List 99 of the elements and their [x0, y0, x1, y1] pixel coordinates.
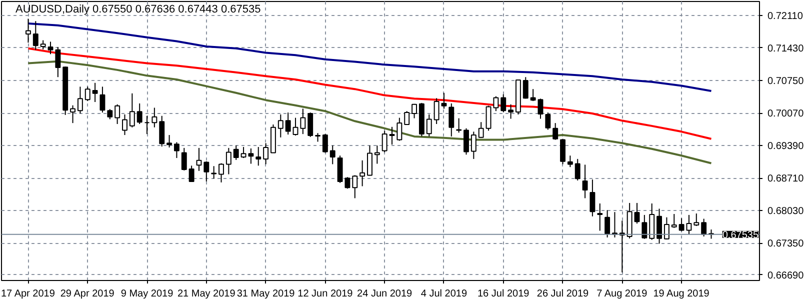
- y-tick-label: 0.71430: [768, 43, 804, 54]
- candlestick: [538, 98, 544, 120]
- y-tick-label: 0.70070: [768, 108, 804, 120]
- candlestick: [500, 94, 506, 113]
- candlestick: [308, 112, 314, 138]
- candlestick: [77, 86, 83, 114]
- candlestick: [218, 162, 224, 183]
- candlestick: [84, 86, 90, 102]
- candlestick: [493, 96, 499, 112]
- candlestick: [152, 107, 158, 128]
- x-tick-label: 4 Jul 2019: [420, 288, 468, 300]
- candlestick: [701, 218, 707, 237]
- candlestick: [204, 160, 210, 182]
- candlestick: [574, 158, 580, 181]
- candlestick: [634, 202, 640, 224]
- candlestick: [470, 131, 476, 160]
- candlestick: [656, 208, 662, 244]
- candlestick: [389, 126, 395, 146]
- candlestick: [263, 142, 269, 165]
- candlestick: [107, 108, 113, 120]
- candlestick: [604, 210, 610, 238]
- candlestick: [55, 46, 61, 78]
- candlestick: [664, 216, 670, 240]
- x-tick-label: 19 Aug 2019: [653, 288, 710, 300]
- x-tick-label: 21 May 2019: [177, 288, 236, 300]
- candlestick: [166, 134, 172, 148]
- candlestick: [100, 86, 106, 114]
- candlestick: [560, 138, 566, 165]
- candlestick: [32, 20, 38, 50]
- candlestick: [508, 104, 514, 120]
- candlestick: [122, 114, 128, 136]
- candlestick: [374, 145, 380, 164]
- y-tick-label: 0.68030: [768, 206, 804, 218]
- candlestick: [552, 122, 558, 140]
- x-tick-label: 7 Aug 2019: [596, 288, 648, 300]
- candlestick: [285, 112, 291, 136]
- y-tick-label: 0.72110: [768, 10, 804, 22]
- candlestick: [114, 104, 120, 125]
- candlestick: [181, 147, 187, 171]
- candlestick: [136, 102, 142, 125]
- candlestick: [233, 145, 239, 160]
- candlestick: [367, 145, 372, 176]
- candlestick: [322, 134, 328, 154]
- x-tick-label: 31 May 2019: [236, 288, 296, 300]
- candlestick: [590, 179, 596, 217]
- candlestick: [300, 108, 306, 135]
- candlestick: [211, 166, 217, 180]
- line-series: [27, 22, 712, 92]
- candlestick: [188, 165, 194, 182]
- candlestick: [330, 145, 336, 165]
- candlestick: [694, 213, 700, 226]
- y-tick-label: 0.69390: [768, 141, 804, 152]
- candlestick: [256, 146, 262, 166]
- y-tick-label: 0.67350: [768, 238, 804, 250]
- candlestick: [671, 213, 677, 228]
- candlestick: [642, 214, 648, 240]
- y-tick-label: 0.68710: [768, 174, 804, 185]
- x-tick-label: 9 May 2019: [120, 288, 174, 300]
- candlestick: [486, 105, 492, 132]
- candlestick: [404, 110, 410, 126]
- x-tick-label: 12 Jun 2019: [298, 288, 354, 300]
- candlestick: [159, 115, 165, 148]
- candlestick: [292, 117, 298, 136]
- line-series: [27, 47, 712, 140]
- candlestick: [464, 128, 469, 156]
- candlestick: [382, 130, 388, 153]
- candlestick: [412, 103, 418, 119]
- y-tick-label: 0.70750: [768, 76, 804, 87]
- ref-line-label: 0.67535: [722, 230, 759, 241]
- chart-title: AUDUSD,Daily 0.67550 0.67636 0.67443 0.67535: [16, 4, 261, 16]
- candlestick: [92, 82, 98, 102]
- candlestick: [448, 102, 454, 137]
- candlestick: [70, 104, 76, 124]
- candlestick: [360, 160, 366, 187]
- candlestick: [226, 147, 232, 175]
- candlestick: [478, 122, 484, 138]
- candlestick: [530, 88, 536, 102]
- candlestick: [278, 114, 284, 138]
- candlestick: [48, 41, 54, 55]
- candlestick: [522, 76, 528, 100]
- candlestick: [582, 164, 588, 199]
- candlestick: [597, 202, 603, 232]
- x-tick-label: 26 Jul 2019: [536, 288, 590, 300]
- candlestick: [174, 142, 180, 158]
- candlestick: [426, 114, 432, 137]
- candlestick: [352, 174, 358, 199]
- x-tick-label: 29 Apr 2019: [60, 288, 115, 300]
- candlestick: [545, 112, 551, 130]
- candlestick: [567, 155, 573, 168]
- candlestick: [129, 92, 135, 128]
- y-tick-label: 0.66690: [768, 270, 804, 282]
- x-tick-label: 17 Apr 2019: [0, 288, 56, 300]
- candlestick: [396, 117, 402, 142]
- candlestick: [649, 202, 655, 240]
- x-tick-label: 16 Jul 2019: [478, 288, 530, 300]
- candlestick: [40, 40, 46, 50]
- x-tick-label: 24 Jun 2019: [357, 288, 413, 300]
- candlestick: [26, 18, 31, 44]
- candlestick: [196, 147, 202, 172]
